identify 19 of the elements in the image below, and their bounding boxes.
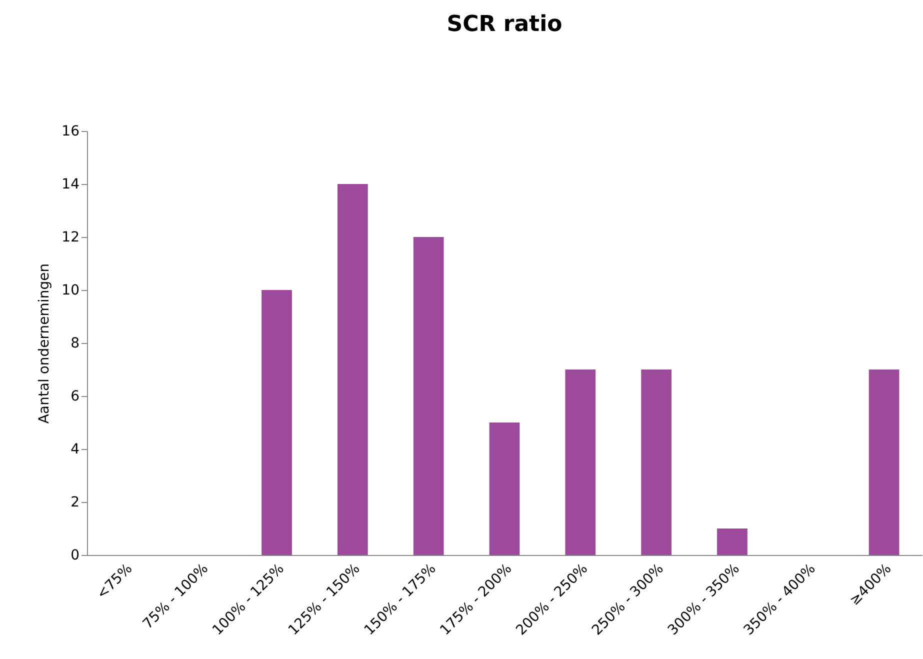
bar [868, 370, 900, 555]
y-tick-label: 8 [70, 336, 80, 352]
y-axis-title: Aantal ondernemingen [36, 263, 53, 424]
bar [413, 237, 444, 555]
bar [717, 528, 748, 555]
y-tick-label: 2 [70, 494, 80, 510]
bar [262, 290, 292, 555]
y-tick-label: 0 [70, 548, 80, 564]
y-tick-label: 12 [62, 230, 80, 246]
bar [641, 370, 672, 555]
y-tick-label: 4 [70, 442, 80, 458]
y-tick-label: 10 [62, 282, 80, 298]
bar [338, 184, 368, 555]
y-tick-label: 14 [62, 176, 80, 192]
y-tick-label: 16 [62, 124, 80, 140]
y-tick-label: 6 [70, 388, 80, 404]
chart-title: SCR ratio [446, 12, 562, 37]
bar [489, 422, 520, 555]
bar [565, 370, 596, 555]
